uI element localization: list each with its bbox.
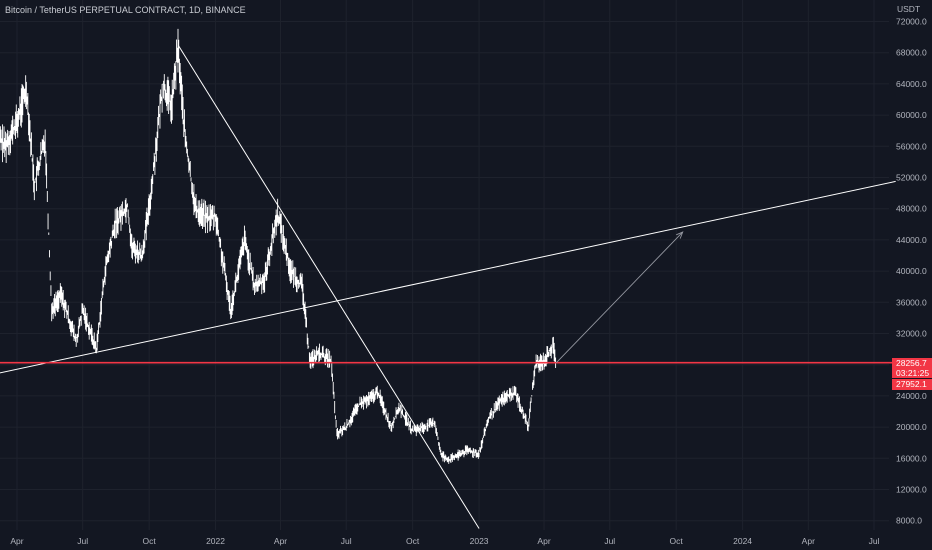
ascending-trendline[interactable] [0,180,896,374]
x-tick-label: Jul [77,536,88,546]
y-tick-label: 64000.0 [896,79,927,89]
currency-unit-label: USDT [897,4,920,14]
y-tick-label: 68000.0 [896,48,927,58]
drawing-layer[interactable] [0,44,896,529]
y-tick-label: 40000.0 [896,266,927,276]
price-label-current: 28256.7 03:21:25 [892,358,932,378]
price-series [0,28,557,464]
x-tick-label: Jul [341,536,352,546]
y-tick-label: 52000.0 [896,173,927,183]
descending-trendline[interactable] [177,44,480,529]
y-tick-label: 60000.0 [896,110,927,120]
x-tick-label: 2024 [733,536,752,546]
price-candles [0,28,557,464]
countdown-badge [892,368,932,378]
lower-price-badge [892,379,932,390]
chart-title: Bitcoin / TetherUS PERPETUAL CONTRACT, 1… [5,5,246,15]
y-tick-label: 56000.0 [896,141,927,151]
y-tick-label: 8000.0 [896,516,922,526]
x-tick-label: Oct [406,536,420,546]
y-tick-label: 20000.0 [896,422,927,432]
countdown-text: 03:21:25 [896,368,929,378]
lower-price-text: 27952.1 [896,379,927,389]
current-price-text: 28256.7 [896,358,927,368]
current-price-badge [892,358,932,368]
y-tick-label: 24000.0 [896,391,927,401]
projection-arrow[interactable] [556,231,683,364]
y-tick-label: 36000.0 [896,297,927,307]
x-tick-label: Oct [670,536,684,546]
x-tick-label: Jul [869,536,880,546]
y-tick-label: 16000.0 [896,453,927,463]
x-tick-label: Oct [143,536,157,546]
x-tick-label: Apr [10,536,23,546]
price-axis[interactable]: 8000.012000.016000.020000.024000.028000.… [896,17,927,526]
x-tick-label: Jul [604,536,615,546]
x-tick-label: Apr [537,536,550,546]
x-tick-label: Apr [802,536,815,546]
y-tick-label: 32000.0 [896,329,927,339]
arrow-head-icon [676,231,684,239]
x-tick-label: 2023 [470,536,489,546]
y-tick-label: 12000.0 [896,485,927,495]
drawing-overlay[interactable] [0,231,892,364]
y-tick-label: 48000.0 [896,204,927,214]
x-tick-label: 2022 [206,536,225,546]
y-tick-label: 72000.0 [896,17,927,27]
time-axis[interactable]: Apr Jul Oct 2022 Apr Jul Oct 2023 Apr Jul Oct 2024 A… [10,536,879,546]
x-tick-label: Apr [274,536,287,546]
price-label-lower: 27952.1 [892,379,932,390]
y-tick-label: 44000.0 [896,235,927,245]
